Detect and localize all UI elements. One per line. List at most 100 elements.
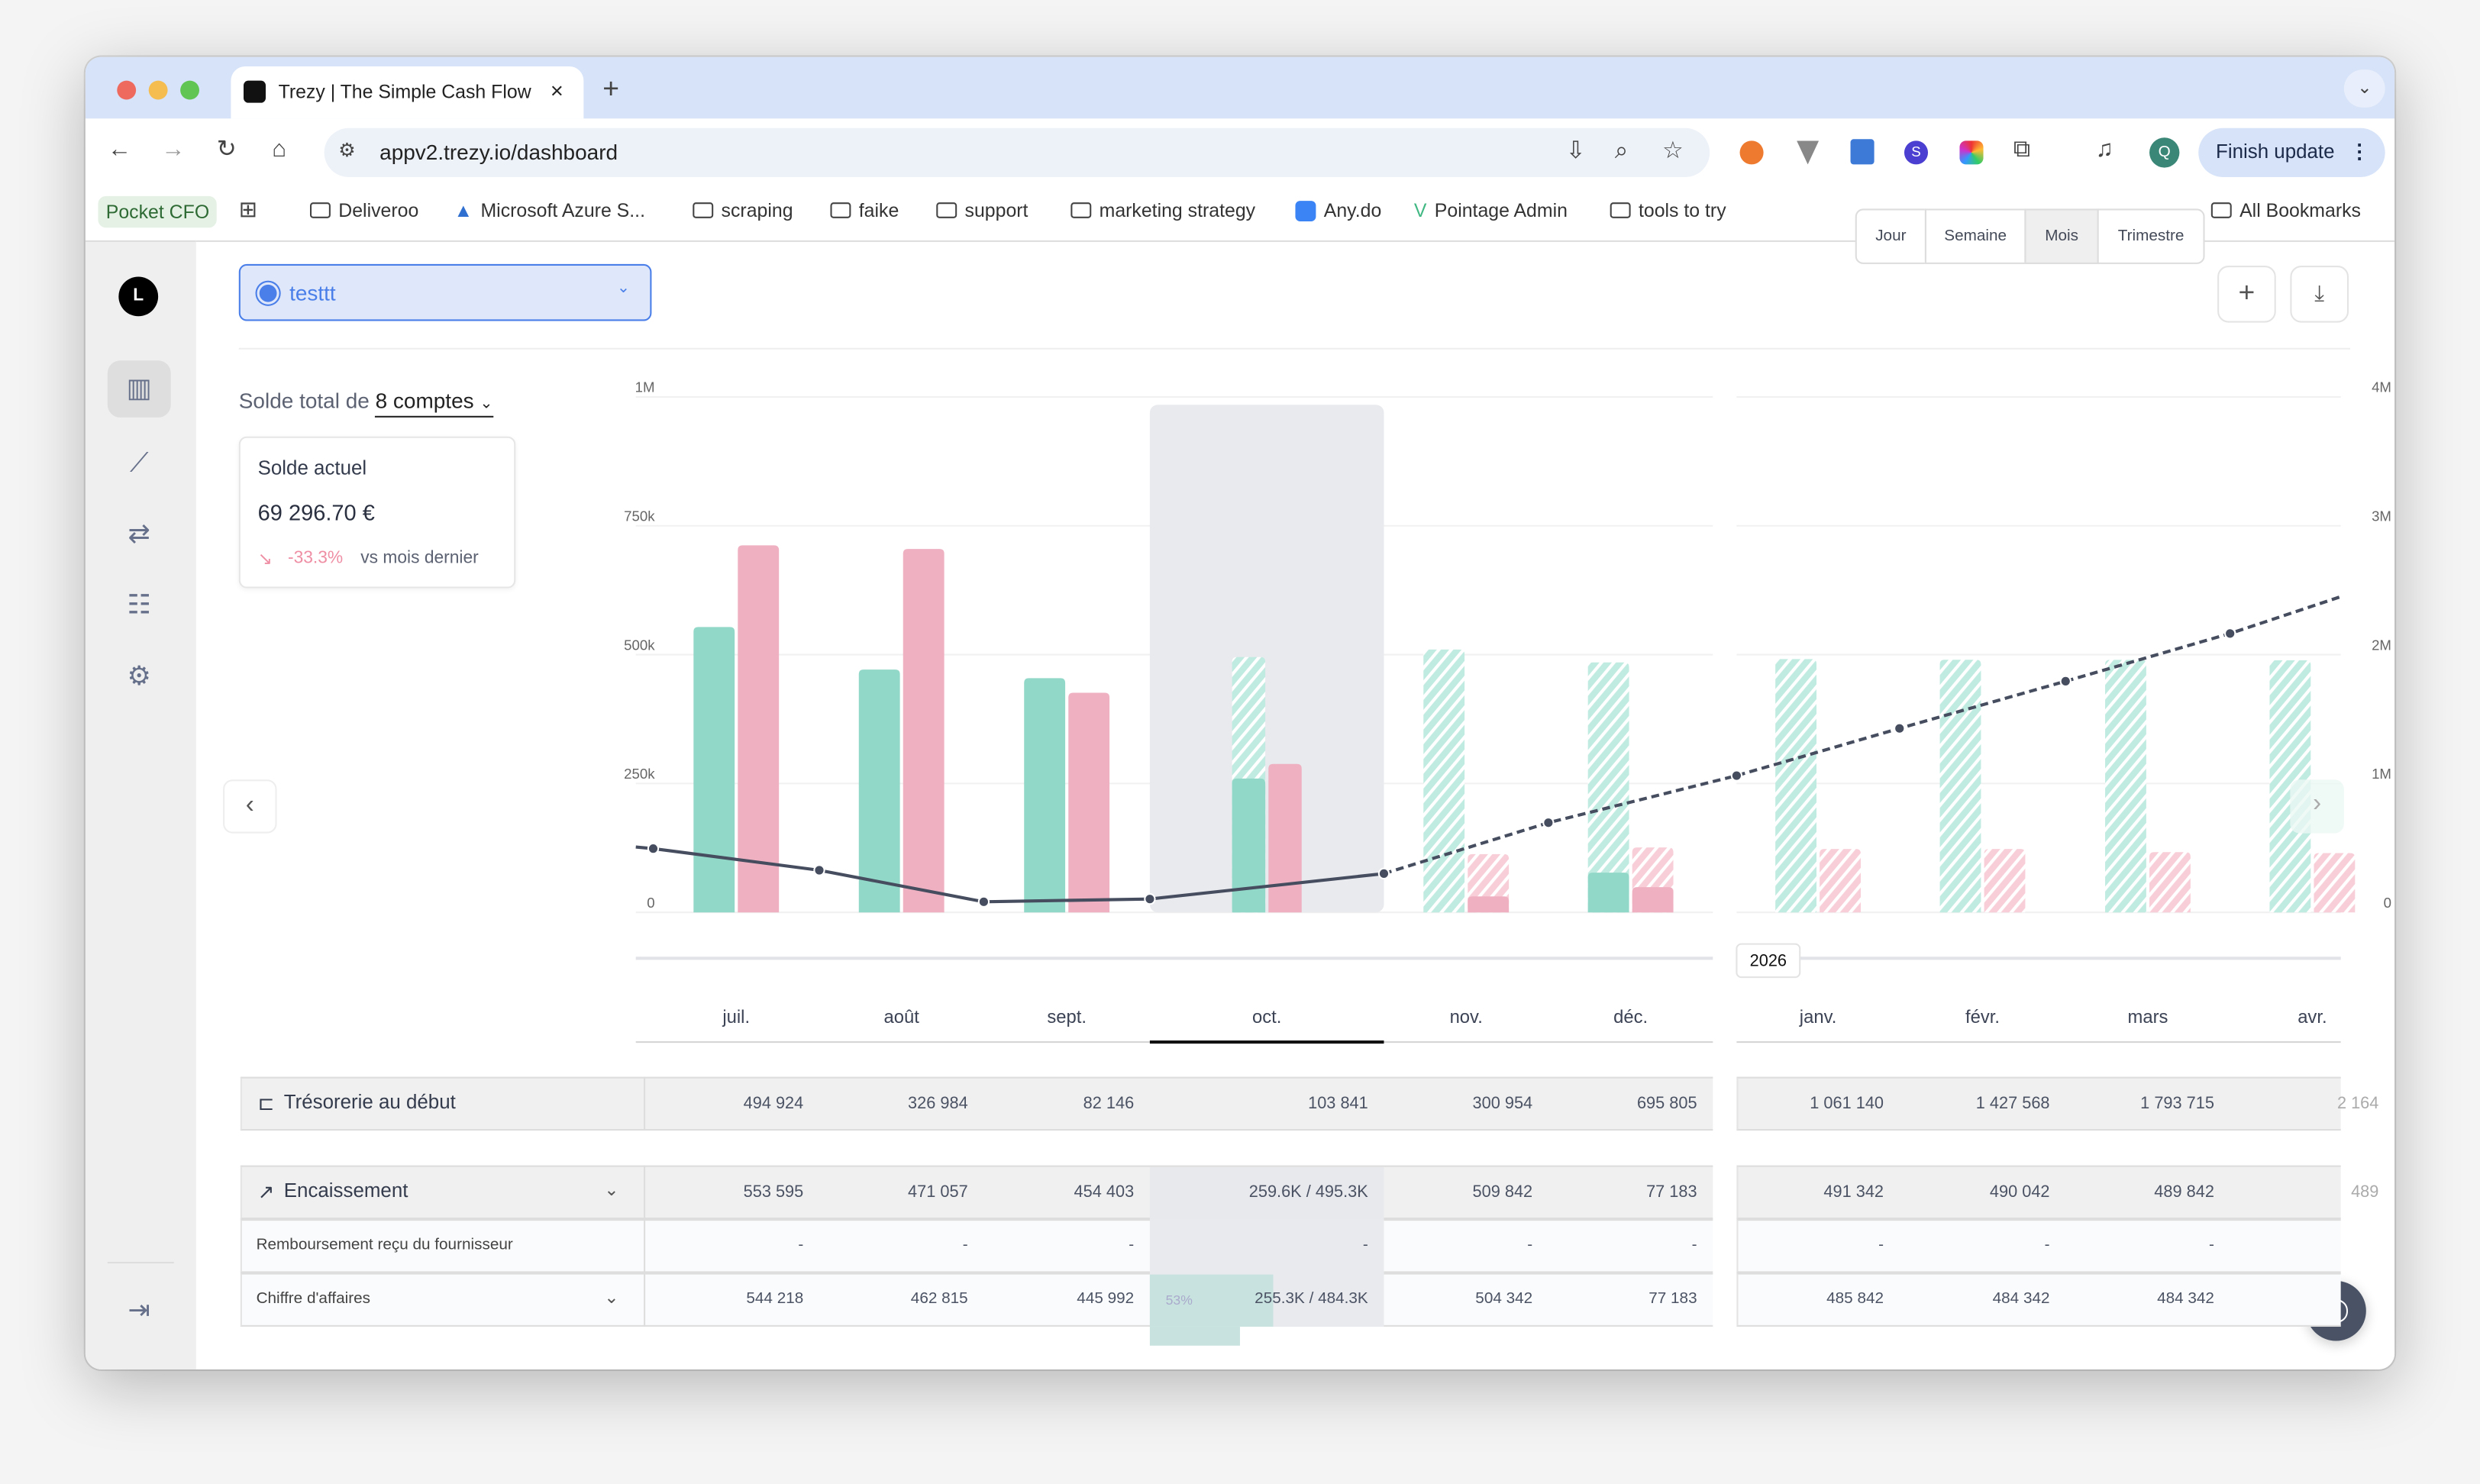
bar-encaissement-prevu[interactable]	[1587, 662, 1629, 913]
export-button[interactable]: ⤓	[2290, 265, 2349, 323]
extension-s-icon[interactable]: S	[1904, 140, 1929, 165]
close-window-button[interactable]	[117, 80, 137, 100]
sidebar-item-dashboard[interactable]: ▥	[107, 360, 171, 418]
row-label[interactable]: Chiffre d'affaires	[257, 1290, 370, 1308]
media-controls-icon[interactable]: ♫	[2095, 136, 2113, 163]
zoom-icon[interactable]: ⌕	[1614, 137, 1629, 165]
bar-encaissement-realise[interactable]	[1232, 778, 1266, 913]
bookmark-item[interactable]: support	[936, 199, 1028, 221]
minimize-window-button[interactable]	[148, 80, 168, 100]
bar-encaissement-prevu[interactable]	[2269, 660, 2311, 913]
month-label[interactable]: sept.	[1047, 1007, 1087, 1028]
period-tab-semaine[interactable]: Semaine	[1924, 208, 2026, 264]
forward-icon[interactable]: →	[161, 136, 186, 163]
bar-encaissement-realise[interactable]	[858, 669, 900, 913]
extension-camera-icon[interactable]	[1959, 140, 1984, 165]
bar-decaissement-prevu[interactable]	[1820, 849, 1862, 913]
bar-decaissement-realise[interactable]	[903, 549, 945, 913]
balance-point[interactable]	[977, 895, 990, 908]
bar-decaissement-realise[interactable]	[1068, 692, 1110, 913]
period-tab-trimestre[interactable]: Trimestre	[2097, 208, 2205, 264]
install-app-icon[interactable]: ⇩	[1565, 137, 1586, 165]
balance-point[interactable]	[1542, 817, 1555, 829]
sidebar-item-transactions[interactable]: ⇄	[108, 506, 171, 563]
close-tab-icon[interactable]: ×	[550, 77, 563, 103]
balance-point[interactable]	[813, 864, 825, 876]
more-menu-icon[interactable]: ⋮	[2349, 140, 2369, 163]
bookmark-item[interactable]: faike	[830, 199, 899, 221]
bar-decaissement-realise[interactable]	[1632, 887, 1674, 913]
tab-search-chevron-icon[interactable]: ⌄	[2343, 69, 2385, 108]
accounts-dropdown[interactable]: 8 comptes ⌄	[375, 389, 493, 418]
bookmark-item[interactable]: scraping	[693, 199, 793, 221]
month-label[interactable]: août	[884, 1007, 920, 1028]
month-label[interactable]: juil.	[722, 1007, 750, 1028]
new-tab-icon[interactable]: +	[602, 73, 619, 105]
back-icon[interactable]: ←	[107, 136, 131, 163]
expand-row-chevron-icon[interactable]: ⌄	[604, 1289, 619, 1308]
bar-encaissement-realise[interactable]	[1587, 873, 1629, 913]
bar-decaissement-realise[interactable]	[1468, 896, 1510, 913]
bookmark-star-icon[interactable]: ☆	[1662, 137, 1684, 165]
bookmark-item[interactable]: ▲ Microsoft Azure S...	[454, 199, 645, 221]
translate-extension-icon[interactable]	[1850, 139, 1875, 165]
bookmark-item[interactable]: All Bookmarks	[2210, 199, 2361, 221]
bar-decaissement-prevu[interactable]	[2149, 852, 2191, 913]
balance-point[interactable]	[1144, 893, 1156, 905]
expand-sidebar-button[interactable]: ⇥	[108, 1282, 171, 1340]
month-label[interactable]: mars	[2128, 1007, 2168, 1028]
profile-avatar[interactable]: Q	[2149, 137, 2180, 168]
balance-point[interactable]	[647, 842, 660, 855]
scenario-select[interactable]: testtt ⌄	[238, 263, 652, 321]
sidebar-item-reports[interactable]: ☷	[108, 577, 171, 634]
home-icon[interactable]: ⌂	[272, 136, 287, 163]
balance-point[interactable]	[1377, 867, 1390, 880]
site-info-icon[interactable]: ⚙	[338, 139, 356, 162]
workspace-avatar[interactable]: L	[118, 276, 159, 317]
month-label[interactable]: oct.	[1252, 1007, 1281, 1028]
bookmark-item[interactable]: Any.do	[1295, 199, 1381, 221]
reload-icon[interactable]: ↻	[216, 136, 237, 163]
apps-grid-icon[interactable]: ⊞	[238, 195, 258, 221]
bookmark-item[interactable]: Pocket CFO	[98, 195, 218, 228]
maximize-window-button[interactable]	[180, 80, 199, 100]
bar-encaissement-realise[interactable]	[693, 627, 735, 913]
bar-encaissement-prevu[interactable]	[1775, 659, 1817, 913]
bar-decaissement-realise[interactable]	[738, 545, 780, 913]
extension-orange-icon[interactable]	[1739, 140, 1764, 165]
bar-decaissement-realise[interactable]	[1268, 763, 1302, 913]
month-label[interactable]: janv.	[1799, 1007, 1837, 1028]
extensions-puzzle-icon[interactable]: ⧉	[2013, 136, 2031, 163]
browser-tab[interactable]: Trezy | The Simple Cash Flow ×	[231, 66, 584, 119]
month-label[interactable]: févr.	[1965, 1007, 2000, 1028]
balance-point[interactable]	[1894, 722, 1906, 734]
bar-encaissement-realise[interactable]	[1024, 678, 1066, 913]
month-label[interactable]: déc.	[1613, 1007, 1648, 1028]
balance-point[interactable]	[2224, 627, 2236, 640]
month-label[interactable]: nov.	[1450, 1007, 1483, 1028]
expand-row-chevron-icon[interactable]: ⌄	[604, 1181, 619, 1201]
balance-point[interactable]	[2059, 675, 2072, 688]
bookmark-item[interactable]: marketing strategy	[1070, 199, 1255, 221]
bar-decaissement-prevu[interactable]	[1984, 849, 2026, 913]
bar-decaissement-prevu[interactable]	[2314, 853, 2356, 913]
add-button[interactable]: +	[2217, 265, 2276, 323]
period-tab-jour[interactable]: Jour	[1855, 208, 1926, 264]
bookmark-item[interactable]: V Pointage Admin	[1414, 199, 1568, 221]
bar-encaissement-prevu[interactable]	[1423, 649, 1465, 913]
period-tab-mois[interactable]: Mois	[2024, 208, 2099, 264]
sidebar-item-settings[interactable]: ⚙	[108, 648, 171, 705]
bookmark-item[interactable]: Deliveroo	[309, 199, 418, 221]
url-text[interactable]: appv2.trezy.io/dashboard	[379, 140, 618, 165]
finish-update-button[interactable]: Finish update ⋮	[2198, 127, 2385, 177]
bar-encaissement-prevu[interactable]	[1939, 660, 1981, 913]
row-label[interactable]: ↗ Encaissement	[258, 1179, 408, 1203]
bar-encaissement-prevu[interactable]	[2105, 660, 2146, 913]
chart-next-button[interactable]: ›	[2290, 779, 2344, 834]
address-bar[interactable]: ⚙ appv2.trezy.io/dashboard ⇩ ⌕ ☆	[324, 127, 1710, 177]
bookmark-item[interactable]: tools to try	[1610, 199, 1726, 221]
balance-point[interactable]	[1730, 769, 1743, 782]
sidebar-item-analytics[interactable]: ⟋	[108, 435, 171, 492]
month-label[interactable]: avr.	[2298, 1007, 2327, 1028]
chart-prev-button[interactable]: ‹	[223, 779, 277, 834]
